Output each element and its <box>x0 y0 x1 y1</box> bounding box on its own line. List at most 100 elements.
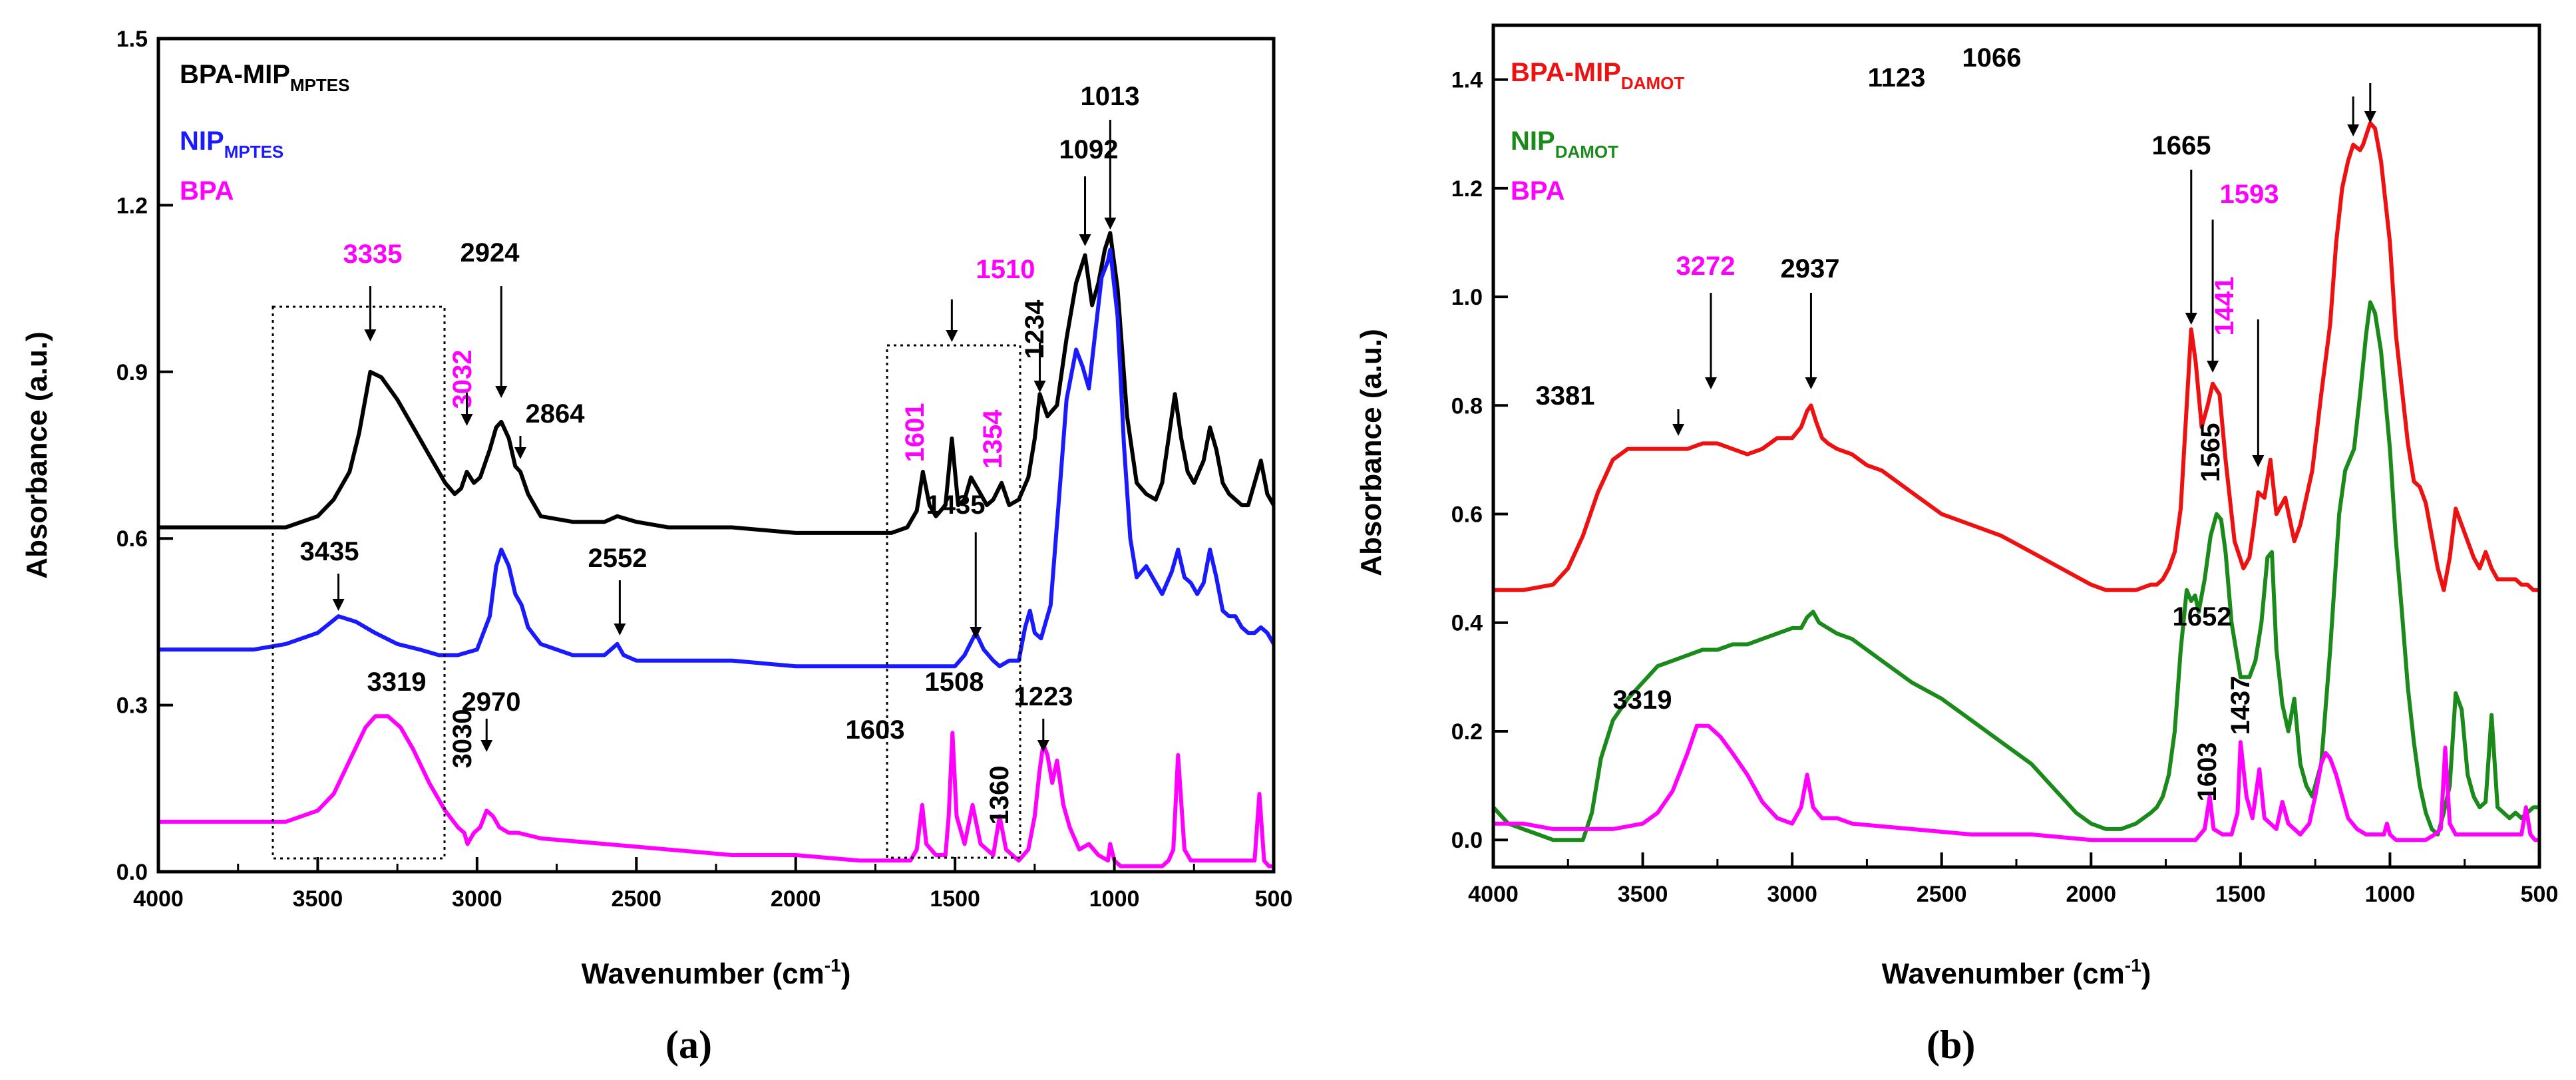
peak-label-3335: 3335 <box>343 240 403 269</box>
legend-item-bpa-mip-damot: BPA-MIPDAMOT <box>1511 58 1684 93</box>
panel-a-annotations: 3335 3032 2924 2864 1510 1601 1354 1234 1092 1013… <box>300 82 1140 824</box>
peak-label-1437: 1437 <box>2226 676 2255 735</box>
panel-b-legend: BPA-MIPDAMOT NIPDAMOT BPA <box>1511 58 1684 206</box>
peak-arrowhead <box>495 386 508 398</box>
series-line-nip-damot <box>1491 300 2539 842</box>
panel-a-frame <box>156 37 1276 874</box>
y-tick-label: 0.4 <box>1451 611 1483 636</box>
peak-arrowhead <box>1079 234 1091 246</box>
peak-label-3272: 3272 <box>1676 252 1736 281</box>
x-tick-label: 2500 <box>611 886 661 912</box>
peak-arrowhead <box>1805 377 1817 389</box>
x-tick-label: 1500 <box>2215 882 2266 907</box>
panel-a-axes: 4000 3500 3000 2500 2000 1500 1000 500 0.0 0.3 0.6… <box>116 27 1293 912</box>
peak-arrowhead <box>970 627 982 639</box>
dotted-box-oh-region <box>272 305 446 860</box>
peak-arrowhead <box>1033 381 1046 393</box>
x-tick-label: 500 <box>2521 882 2559 907</box>
y-tick-label: 1.4 <box>1451 68 1483 93</box>
series-line-bpa-mip-damot <box>1493 120 2539 592</box>
peak-label-1593: 1593 <box>2220 180 2279 209</box>
peak-label-1360: 1360 <box>985 766 1014 825</box>
peak-label-1013: 1013 <box>1081 82 1140 111</box>
y-tick-label: 0.8 <box>1451 393 1483 419</box>
panel-a-x-axis-label: Wavenumber (cm-1) <box>582 955 851 990</box>
series-line-bpa-mip-mptes <box>158 231 1276 535</box>
x-tick-label: 4000 <box>133 886 184 912</box>
panel-b-series <box>1491 120 2539 842</box>
y-tick-label: 1.2 <box>116 193 148 218</box>
peak-arrowhead <box>460 414 473 426</box>
series-line-bpa <box>158 714 1274 868</box>
x-tick-label: 3500 <box>293 886 343 912</box>
peak-label-3030: 3030 <box>448 709 477 769</box>
peak-arrowhead <box>1104 218 1117 230</box>
peak-label-3381: 3381 <box>1536 381 1595 411</box>
x-tick-label: 3500 <box>1618 882 1668 907</box>
peak-arrowhead <box>1704 377 1717 389</box>
peak-label-1510: 1510 <box>976 255 1035 284</box>
y-tick-label: 0.0 <box>116 860 148 885</box>
peak-arrowhead <box>480 740 493 752</box>
peak-arrowhead <box>946 330 958 342</box>
panel-a-series <box>158 231 1276 868</box>
peak-label-1435: 1435 <box>926 490 986 520</box>
y-tick-label: 0.3 <box>116 693 148 719</box>
peak-label-2864: 2864 <box>526 399 586 429</box>
peak-label-3319: 3319 <box>367 667 427 697</box>
panel-a-caption: (a) <box>665 1023 712 1067</box>
panel-b: 4000 3500 3000 2500 2000 1500 1000 500 0.0 0.2 0.4… <box>1355 23 2559 1067</box>
x-tick-label: 2000 <box>2066 882 2116 907</box>
peak-label-1603: 1603 <box>846 715 905 745</box>
peak-label-3319: 3319 <box>1613 685 1672 715</box>
x-tick-label: 1000 <box>2365 882 2416 907</box>
panel-b-annotations: 1123 1066 1665 1593 2937 3272 3381 1441 1565 1652… <box>1536 43 2376 801</box>
y-tick-label: 1.0 <box>1451 285 1483 310</box>
peak-label-3435: 3435 <box>300 537 359 566</box>
dotted-box-fingerprint-region <box>886 344 1021 859</box>
peak-label-1123: 1123 <box>1868 63 1926 92</box>
peak-arrowhead <box>514 447 526 459</box>
peak-arrowhead <box>614 624 626 635</box>
peak-label-2552: 2552 <box>588 544 647 573</box>
x-tick-label: 2000 <box>771 886 821 912</box>
peak-arrowhead <box>2347 124 2360 136</box>
y-tick-label: 0.9 <box>116 360 148 385</box>
peak-label-2937: 2937 <box>1781 254 1840 283</box>
legend-item-bpa-b: BPA <box>1511 176 1564 206</box>
panel-b-frame <box>1491 23 2541 869</box>
peak-arrowhead <box>1037 740 1049 752</box>
panel-a-y-axis-label: Absorbance (a.u.) <box>21 331 53 579</box>
peak-arrowhead <box>1672 424 1685 436</box>
y-tick-label: 1.5 <box>116 27 148 52</box>
panel-b-x-axis-label: Wavenumber (cm-1) <box>1882 955 2151 990</box>
y-tick-label: 0.6 <box>1451 502 1483 528</box>
peak-label-1603: 1603 <box>2193 743 2222 802</box>
x-tick-label: 4000 <box>1468 882 1519 907</box>
peak-label-1354: 1354 <box>978 409 1008 469</box>
legend-item-bpa-mip-mptes: BPA-MIPMPTES <box>180 60 350 95</box>
x-tick-label: 3000 <box>452 886 502 912</box>
y-tick-label: 0.6 <box>116 526 148 552</box>
panel-b-y-axis-label: Absorbance (a.u.) <box>1355 329 1387 576</box>
peak-label-2970: 2970 <box>462 687 521 717</box>
y-tick-label: 1.2 <box>1451 176 1483 202</box>
panel-a-legend: BPA-MIPMPTES NIPMPTES BPA <box>180 60 350 206</box>
peak-arrowhead <box>2364 111 2376 123</box>
x-tick-label: 500 <box>1255 886 1293 912</box>
x-tick-label: 2500 <box>1917 882 1967 907</box>
peak-label-1508: 1508 <box>925 667 984 697</box>
series-line-nip-mptes <box>158 248 1276 669</box>
peak-arrowhead <box>2185 313 2197 325</box>
legend-item-bpa: BPA <box>180 176 234 206</box>
y-tick-label: 0.0 <box>1451 828 1483 853</box>
peak-label-1665: 1665 <box>2152 131 2211 160</box>
peak-label-1234: 1234 <box>1020 299 1049 359</box>
series-line-bpa <box>1493 723 2539 842</box>
y-tick-label: 0.2 <box>1451 719 1483 745</box>
peak-arrowhead <box>2252 455 2265 467</box>
panel-a: 4000 3500 3000 2500 2000 1500 1000 500 0.0 0.3 0.6… <box>21 27 1292 1067</box>
x-tick-label: 1500 <box>930 886 980 912</box>
peak-arrowhead <box>364 329 377 341</box>
panel-b-caption: (b) <box>1927 1023 1975 1067</box>
